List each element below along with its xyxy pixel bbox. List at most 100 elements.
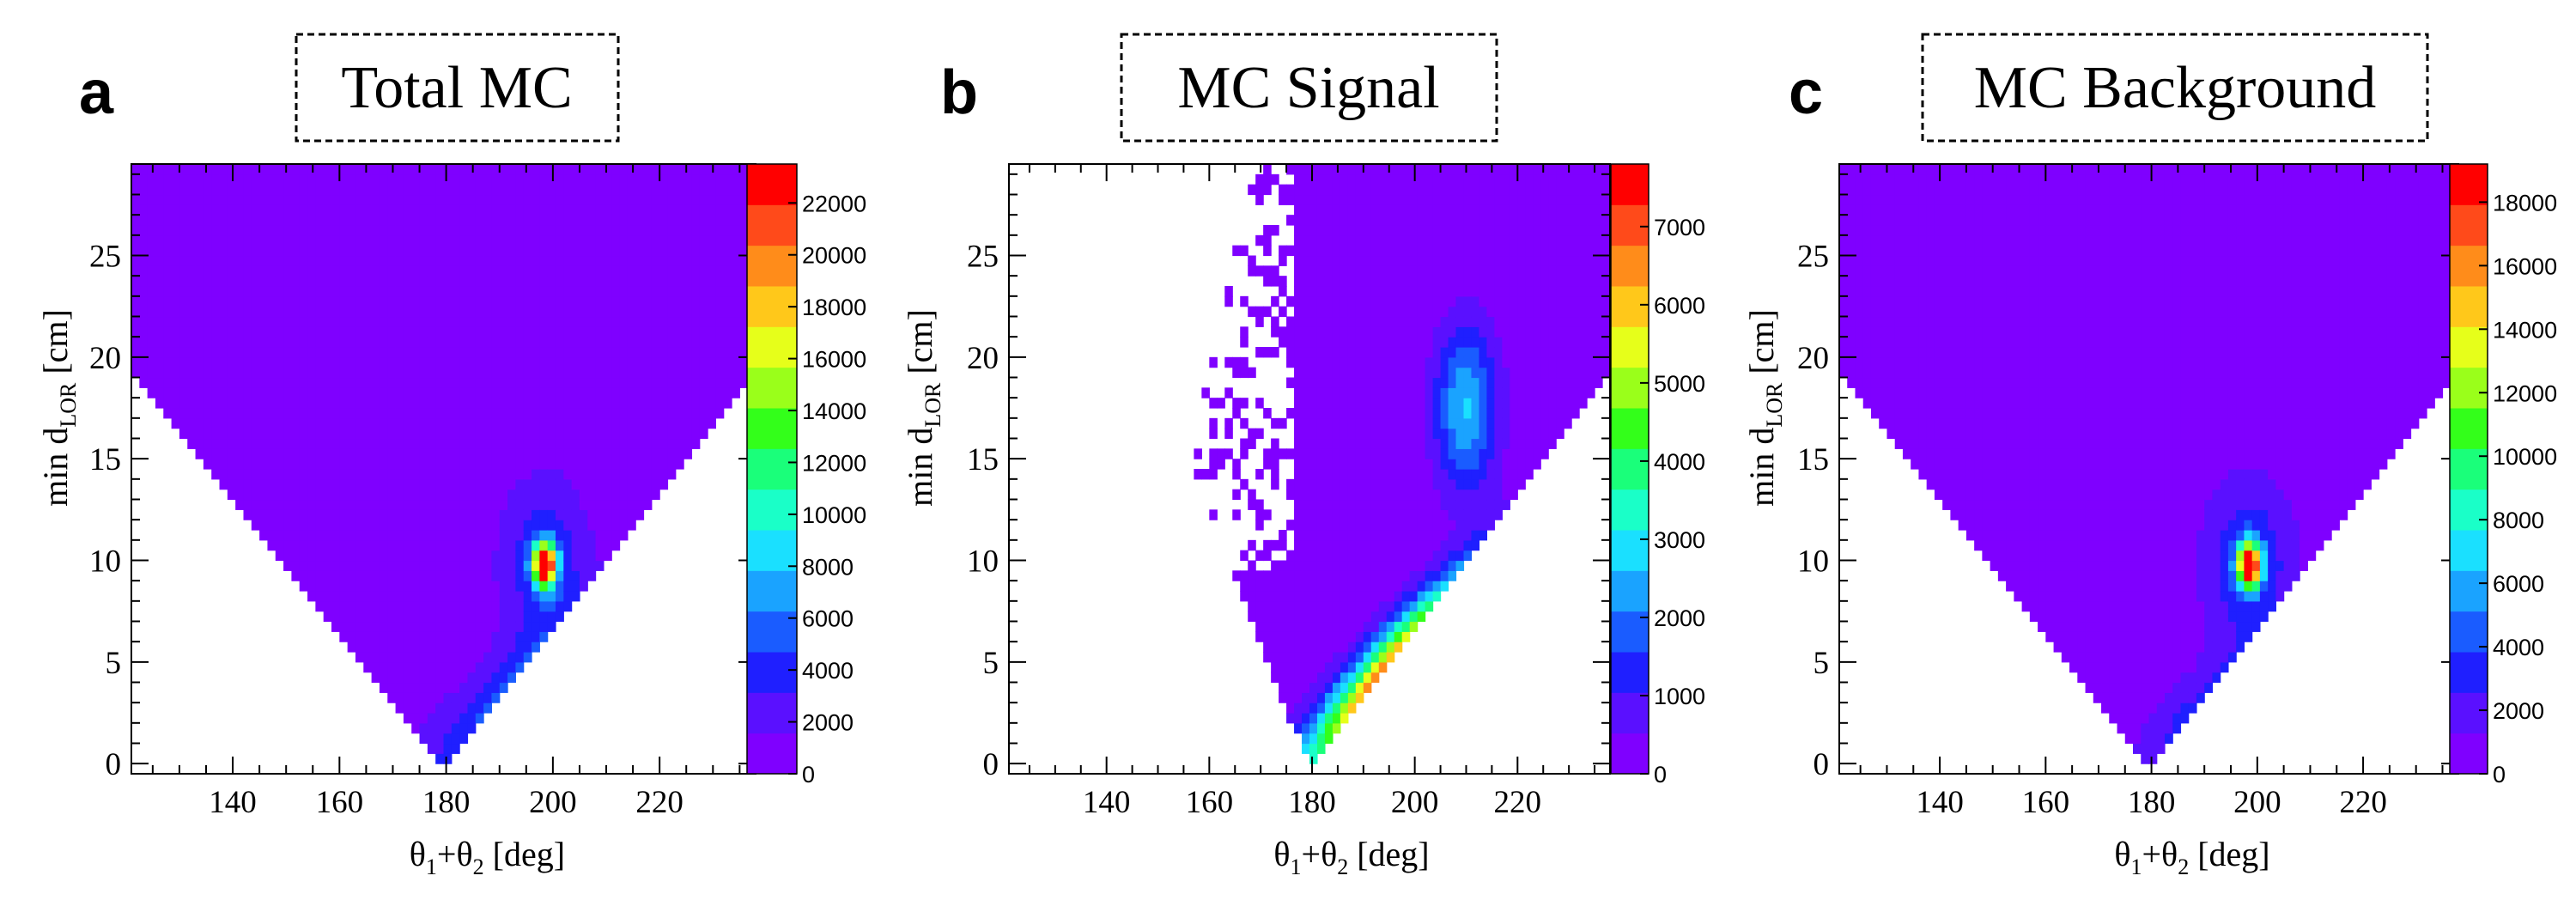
heatmap-cell [1425, 530, 1434, 541]
heatmap-cell [307, 377, 316, 388]
heatmap-cell [283, 204, 293, 216]
heatmap-cell [1263, 276, 1272, 287]
heatmap-cell [739, 356, 749, 368]
heatmap-cell [427, 611, 436, 623]
heatmap-cell [395, 530, 404, 541]
heatmap-cell [379, 428, 388, 440]
heatmap-cell [659, 204, 669, 216]
heatmap-cell [299, 377, 308, 388]
heatmap-cell [195, 255, 204, 266]
heatmap-cell [691, 194, 701, 205]
heatmap-cell [315, 459, 325, 470]
heatmap-cell [1510, 356, 1518, 368]
heatmap-cell [1316, 428, 1326, 440]
heatmap-cell [1548, 225, 1557, 236]
heatmap-cell [275, 539, 284, 551]
heatmap-cell [1440, 173, 1449, 185]
heatmap-cell [1432, 316, 1442, 327]
heatmap-cell [1455, 164, 1465, 175]
heatmap-cell [419, 295, 428, 307]
heatmap-cell [1355, 489, 1364, 501]
heatmap-cell [547, 316, 556, 327]
heatmap-cell [539, 469, 549, 480]
heatmap-cell [371, 326, 380, 338]
heatmap-cell [275, 438, 284, 449]
heatmap-cell [1309, 295, 1318, 307]
heatmap-cell [483, 672, 493, 684]
heatmap-cell [427, 367, 436, 379]
heatmap-cell [1409, 255, 1419, 266]
heatmap-cell [451, 173, 460, 185]
heatmap-cell [1248, 306, 1256, 318]
heatmap-cell [1386, 225, 1395, 236]
color-bar-segment [747, 530, 797, 571]
heatmap-cell [355, 398, 364, 409]
heatmap-cell [627, 356, 636, 368]
heatmap-cell [331, 417, 340, 429]
heatmap-cell [147, 367, 156, 379]
heatmap-cell [483, 692, 493, 703]
color-bar-frame [746, 163, 798, 775]
heatmap-cell [387, 611, 397, 623]
heatmap-cell [419, 611, 428, 623]
heatmap-cell [523, 265, 532, 277]
heatmap-cell [403, 550, 412, 562]
heatmap-cell [1370, 550, 1380, 562]
heatmap-cell [339, 204, 349, 216]
heatmap-cell [595, 509, 605, 520]
heatmap-cell [699, 255, 708, 266]
heatmap-cell [579, 530, 588, 541]
heatmap-cell [1355, 194, 1364, 205]
heatmap-cell [491, 295, 501, 307]
heatmap-cell [459, 621, 469, 632]
heatmap-cell [1302, 184, 1310, 196]
heatmap-cell [219, 184, 228, 196]
heatmap-cell [507, 539, 516, 551]
heatmap-cell [379, 621, 388, 632]
heatmap-cell [539, 520, 549, 531]
heatmap-cell [355, 621, 364, 632]
heatmap-cell [435, 652, 445, 663]
heatmap-cell [291, 234, 301, 246]
heatmap-cell [1548, 428, 1557, 440]
heatmap-cell [187, 387, 197, 398]
heatmap-cell [1279, 255, 1287, 266]
heatmap-cell [507, 306, 516, 318]
heatmap-cell [315, 347, 325, 358]
heatmap-cell [315, 408, 325, 419]
heatmap-cell [1425, 316, 1434, 327]
heatmap-cell [427, 743, 436, 754]
heatmap-cell [315, 265, 325, 277]
heatmap-cell [563, 276, 573, 287]
heatmap-cell [227, 478, 236, 490]
heatmap-cell [1386, 265, 1395, 277]
heatmap-cell [1302, 702, 1310, 714]
heatmap-cell [427, 316, 436, 327]
heatmap-cell [1448, 337, 1457, 348]
heatmap-cell [491, 520, 501, 531]
heatmap-cell [1448, 387, 1457, 398]
heatmap-cell [1394, 591, 1403, 602]
heatmap-cell [267, 215, 276, 226]
heatmap-cell [1332, 702, 1341, 714]
heatmap-cell [139, 377, 149, 388]
heatmap-cell [643, 337, 653, 348]
heatmap-cell [1510, 367, 1518, 379]
heatmap-cell [475, 591, 484, 602]
heatmap-cell [699, 417, 708, 429]
heatmap-cell [211, 377, 221, 388]
heatmap-cell [1355, 337, 1364, 348]
heatmap-cell [1409, 428, 1419, 440]
heatmap-cell [1502, 337, 1510, 348]
heatmap-cell [715, 204, 725, 216]
heatmap-cell [708, 245, 716, 257]
heatmap-cell [1279, 530, 1287, 541]
heatmap-cell [563, 499, 573, 510]
heatmap-cell [1510, 448, 1518, 459]
heatmap-cell [659, 255, 669, 266]
heatmap-cell [1471, 509, 1480, 520]
heatmap-cell [643, 356, 653, 368]
heatmap-cell [443, 692, 453, 703]
heatmap-cell [683, 225, 693, 236]
heatmap-cell [331, 184, 340, 196]
